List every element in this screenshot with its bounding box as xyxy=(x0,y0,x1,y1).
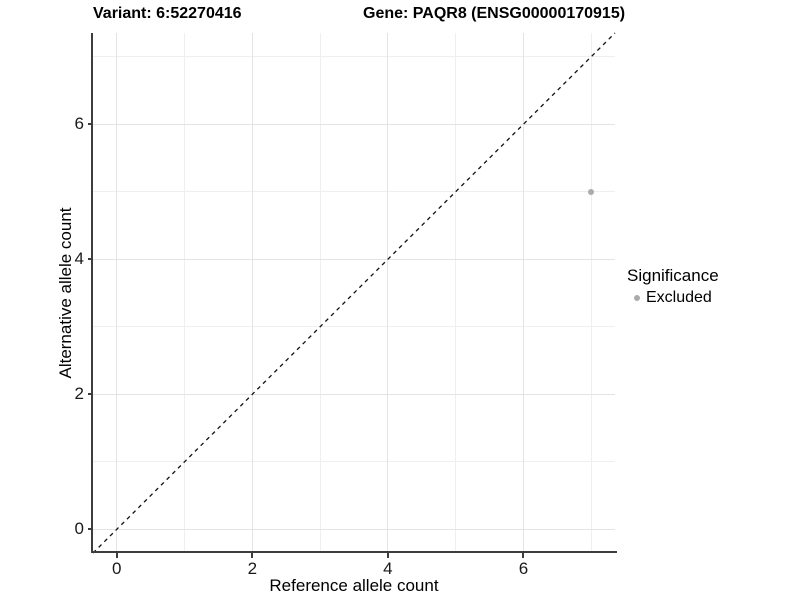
plot-panel xyxy=(92,32,616,554)
gridline-x-major xyxy=(251,33,253,553)
legend-item-label: Excluded xyxy=(646,289,712,306)
gridline-y-minor xyxy=(93,326,615,328)
legend-item-excluded: Excluded xyxy=(627,289,719,307)
y-tick xyxy=(88,123,93,126)
y-axis-line xyxy=(91,33,93,553)
y-tick xyxy=(88,393,93,396)
x-tick-label: 0 xyxy=(111,559,122,578)
gridline-y-minor xyxy=(93,461,615,463)
y-tick-label: 6 xyxy=(74,114,84,134)
gridline-y-minor xyxy=(93,191,615,193)
gridline-x-major xyxy=(522,33,524,553)
gridline-x-major xyxy=(116,33,118,553)
gridline-y-major xyxy=(93,123,615,125)
legend-point-icon xyxy=(634,295,640,301)
gridline-x-minor xyxy=(455,33,457,553)
gridline-x-minor xyxy=(319,33,321,553)
x-tick xyxy=(522,553,525,558)
x-tick xyxy=(251,553,254,558)
x-tick-label: 4 xyxy=(383,559,393,578)
plot-title-gene: Gene: PAQR8 (ENSG00000170915) xyxy=(363,5,626,22)
x-axis-line xyxy=(91,551,617,553)
data-point xyxy=(588,188,595,195)
x-tick xyxy=(115,553,118,558)
legend: Significance Excluded xyxy=(627,266,719,307)
y-tick-label: 4 xyxy=(74,249,84,269)
y-tick-label: 2 xyxy=(74,384,84,404)
gridline-y-minor xyxy=(93,56,615,58)
y-tick xyxy=(88,258,93,261)
y-tick xyxy=(88,528,93,531)
legend-title: Significance xyxy=(627,266,719,285)
gridline-y-major xyxy=(93,258,615,260)
plot-title-variant: Variant: 6:52270416 xyxy=(93,5,242,22)
x-axis-title: Reference allele count xyxy=(269,576,439,595)
y-tick-label: 0 xyxy=(74,519,84,539)
gridline-y-major xyxy=(93,393,615,395)
x-tick-label: 2 xyxy=(247,559,258,578)
gridline-x-major xyxy=(387,33,389,553)
gridline-x-minor xyxy=(184,33,186,553)
identity-dashed-line xyxy=(92,32,616,554)
x-tick xyxy=(386,553,389,558)
gridline-y-major xyxy=(93,528,615,530)
x-tick-label: 6 xyxy=(518,559,529,578)
y-axis-title: Alternative allele count xyxy=(56,207,75,379)
gridline-x-minor xyxy=(590,33,592,553)
